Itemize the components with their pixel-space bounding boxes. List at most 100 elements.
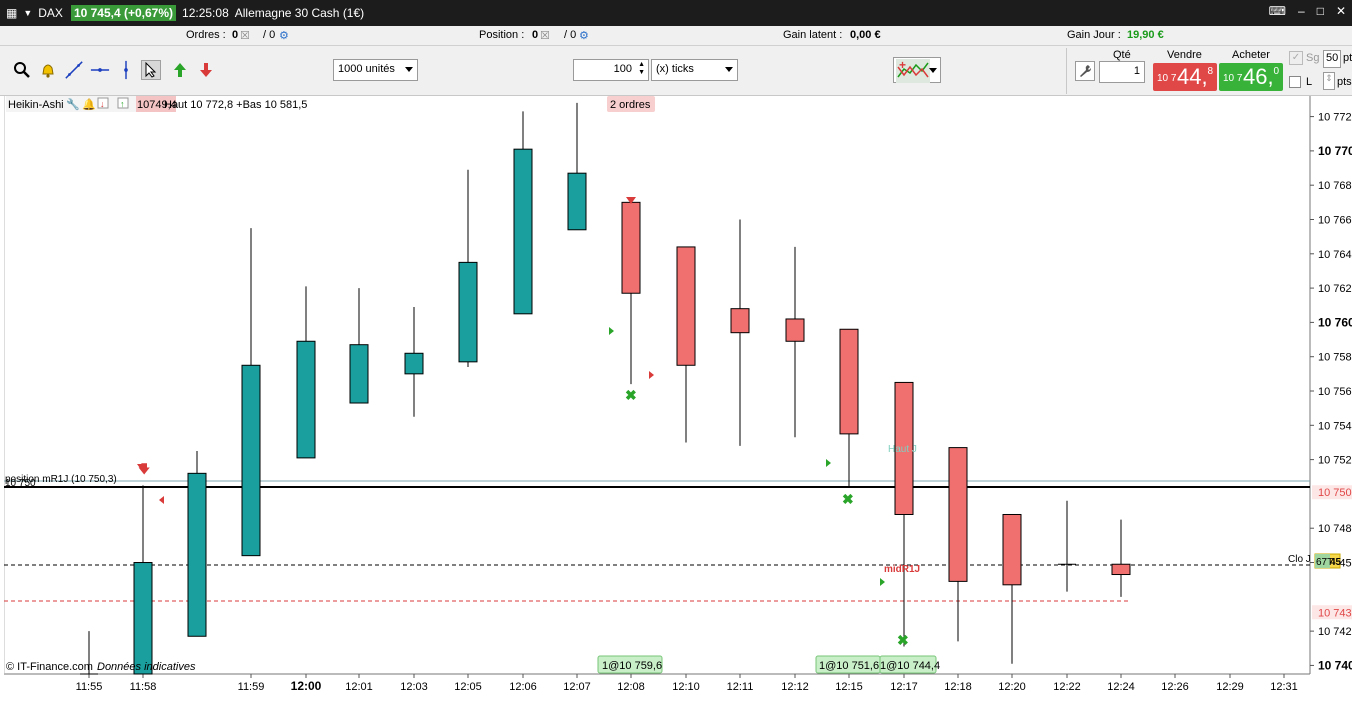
sell-price-main: 44, [1177,64,1208,89]
candle-bear[interactable] [730,308,750,334]
buy-alert-icon[interactable] [117,97,129,109]
x-tick-label: 12:08 [617,681,645,693]
order-fill-badge-1[interactable] [597,655,663,674]
clo-j-badge-text: 67T [1316,557,1333,568]
indicator-name[interactable]: Heikin-Ashi [8,99,64,111]
sell-marker-icon [137,464,147,471]
price-label-bg [1312,605,1352,620]
candle-bull[interactable] [458,261,478,363]
y-tick-label: 10 762 [1318,283,1352,295]
sg-checkbox[interactable]: ✓ [1289,51,1303,65]
x-tick-label: 12:11 [727,681,754,693]
order-fill-badge-3[interactable] [879,655,937,674]
title-bar: ▦ ▼ DAX 10 745,4 (+0,67%) 12:25:08 Allem… [0,0,1352,26]
y-tick-label: 10 756 [1318,386,1352,398]
vertical-line-icon[interactable] [116,60,136,80]
candle-bear[interactable] [1002,513,1022,586]
candle-bull[interactable] [296,340,316,459]
sg-label: Sg [1306,52,1320,64]
keyboard-icon[interactable]: ⌨ [1268,4,1286,18]
buy-triangle-icon [609,327,614,335]
ticks-select[interactable]: (x) ticks [651,59,738,81]
order-fill-text-1: 1@10 759,6 [602,660,662,672]
position-value: 0 [532,29,539,41]
candle-bear[interactable] [1111,563,1131,576]
bell-icon[interactable]: 🔔 [82,98,96,111]
indicator-menu-button[interactable]: + [893,57,941,83]
maximize-icon[interactable]: □ [1316,4,1324,18]
orders-badge-text: 2 ordres [610,99,651,111]
points-stepper[interactable]: ⇕ [1323,72,1335,90]
candle-bear[interactable] [785,318,805,342]
candle-bull[interactable] [404,352,424,375]
horizontal-line-icon[interactable] [90,60,110,80]
candle-bear[interactable] [839,328,859,435]
cursor-icon[interactable] [141,60,161,80]
l-checkbox[interactable] [1289,76,1301,88]
search-icon[interactable] [12,60,32,80]
orders-settings-icon[interactable]: ⚙ [279,30,289,42]
candle-bear[interactable] [948,447,968,582]
units-select[interactable]: 1000 unités [333,59,418,81]
sell-label: Vendre [1167,49,1202,61]
points-value: 50 [1326,52,1339,64]
candle-bear[interactable] [621,201,641,294]
sell-alert-icon[interactable] [97,97,109,109]
price-label: 10 750 [1318,487,1352,499]
minimize-icon[interactable]: – [1298,4,1305,18]
clo-j-badge-left [1315,554,1330,568]
price-chart[interactable]: 10 772 10 770 10 768 10 766 10 764 10 762 10 7… [3,96,1352,700]
stepper-arrows-icon[interactable]: ▲ ▼ [638,61,645,76]
points-unit-label: pt [1343,52,1352,64]
sell-arrow-icon[interactable] [196,60,216,80]
y-tick-label: 10 772 [1318,112,1352,124]
candle-bull[interactable] [187,472,207,637]
quantity-value: 1 [1133,65,1140,77]
orders-label: Ordres : [186,29,226,41]
quantity-input[interactable]: 1 [1099,61,1145,83]
points-input[interactable]: 50 [1323,50,1341,68]
candle-bull[interactable] [133,562,153,675]
orders-badge[interactable] [607,96,655,112]
gain-latent-label: Gain latent : [783,29,843,41]
candle-bull[interactable] [349,344,369,404]
candle-bear[interactable] [894,381,914,515]
buy-arrow-icon[interactable] [170,60,190,80]
price-label-bg [1312,485,1352,500]
ticks-stepper[interactable]: 100 ▲ ▼ [573,59,649,81]
candle-bull[interactable] [513,148,533,315]
candlestick-chart[interactable]: 10 772 10 770 10 768 10 766 10 764 10 762 10 7… [3,96,1352,700]
x-tick-label: 12:06 [509,681,537,693]
buy-triangle-icon [826,459,831,467]
candle-bull[interactable] [241,364,261,557]
position-settings-icon[interactable]: ⚙ [579,30,589,42]
sell-marker-icon [626,197,636,204]
position-label: Position : [479,29,525,41]
candle-bull[interactable] [567,172,587,231]
y-tick-label: 10 754 [1318,420,1352,432]
orders-cancel-icon[interactable]: ☒ [240,30,250,42]
sell-alert-arrow: ↓ [100,99,105,109]
clo-j-label: Clo J [1288,554,1311,565]
buy-button[interactable]: 10 7 46, 0 [1219,63,1283,91]
sell-button[interactable]: 10 7 44, 8 [1153,63,1217,91]
symbol-label[interactable]: DAX [38,6,63,20]
position-cancel-icon[interactable]: ☒ [540,30,550,42]
candle-bear[interactable] [676,246,696,366]
fill-marker-icon: ✖ [842,491,854,507]
y-tick-label: 10 766 [1318,214,1352,226]
points-unit-label-2: pts [1337,76,1352,88]
close-icon[interactable]: ✕ [1335,4,1346,18]
buy-price-prefix: 10 7 [1223,73,1243,84]
wrench-icon[interactable]: 🔧 [66,97,80,111]
window-menu-icon[interactable]: ▦ [6,6,18,20]
wrench-icon[interactable] [1075,61,1095,81]
x-tick-label: 12:10 [672,681,700,693]
sell-triangle-icon [649,371,654,379]
order-fill-text-2: 1@10 751,6 [819,660,879,672]
dropdown-arrow-icon[interactable]: ▼ [23,8,33,18]
alert-bell-icon[interactable] [38,60,58,80]
overlap-badge [136,96,176,112]
x-tick-label: 12:29 [1216,681,1244,693]
trendline-icon[interactable] [64,60,84,80]
